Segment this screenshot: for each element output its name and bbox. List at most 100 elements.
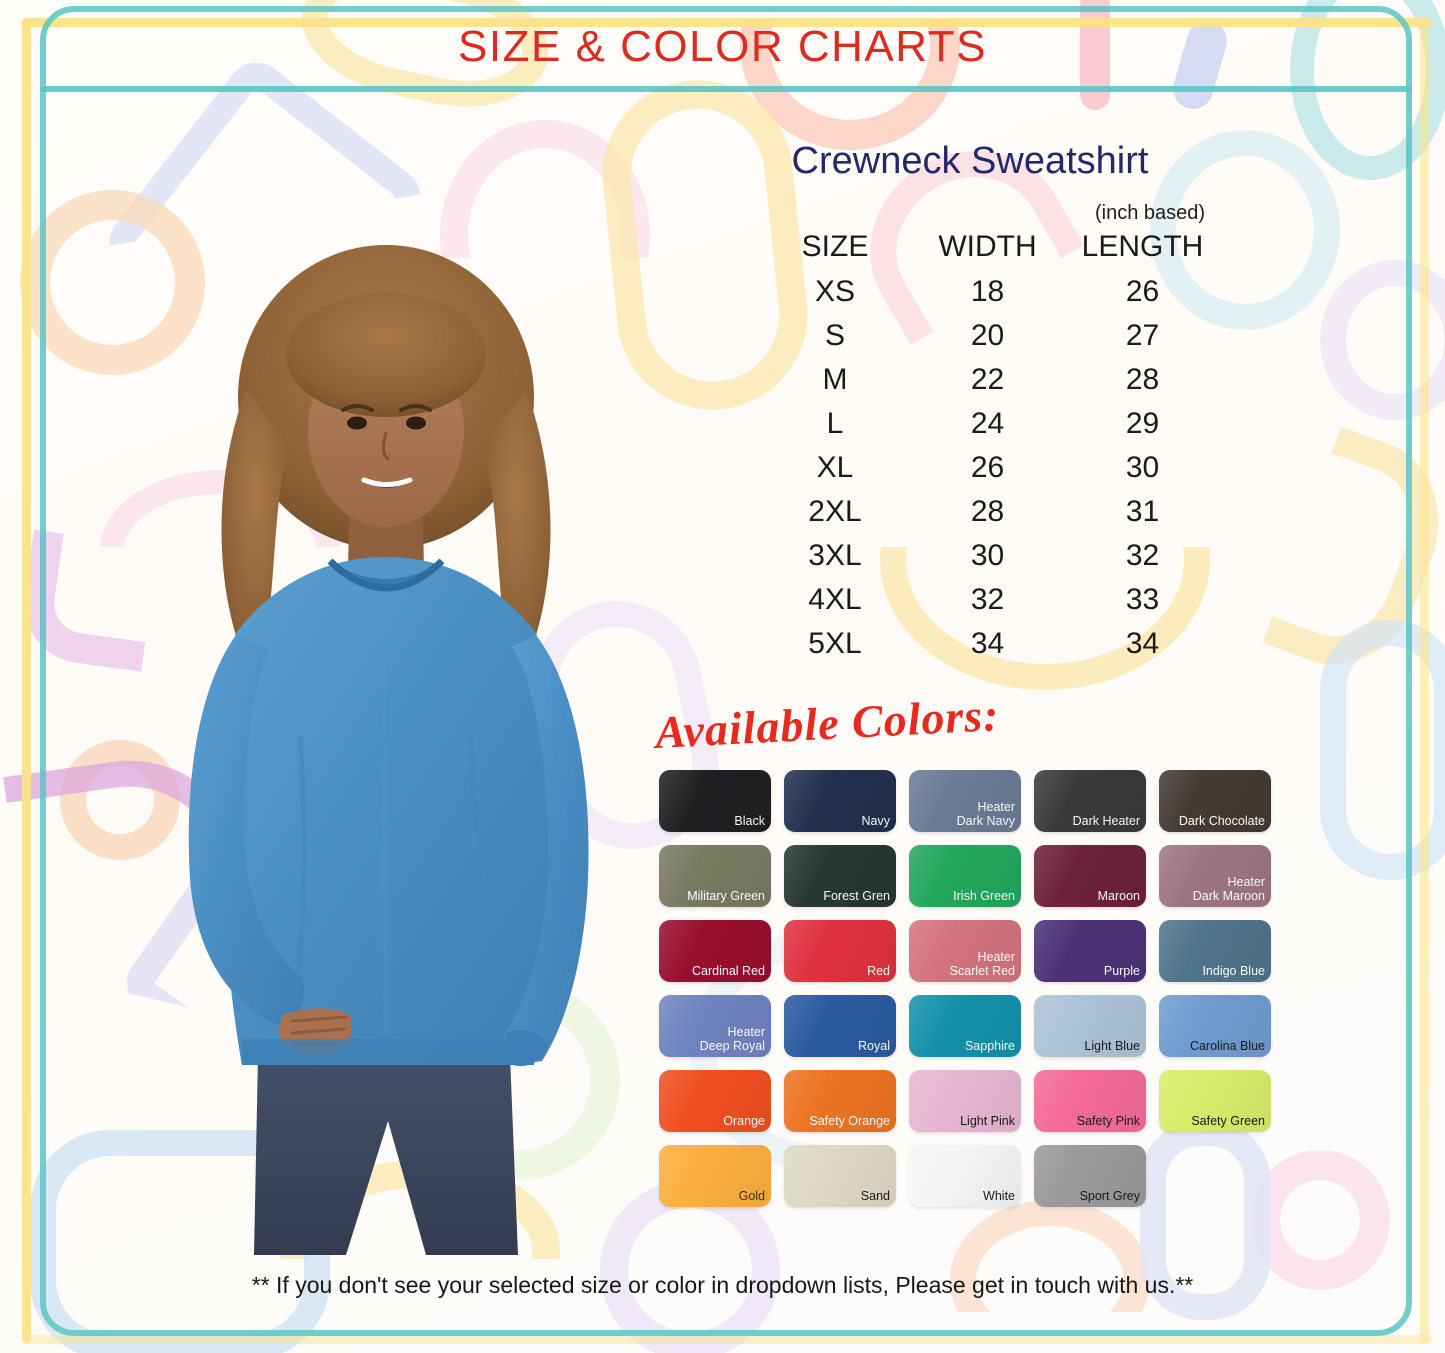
frame-border-bottom [22, 1335, 1432, 1344]
cell-width: 34 [970, 627, 1005, 660]
color-swatch-label: Cardinal Red [692, 964, 765, 978]
cell-size: M [822, 363, 848, 396]
color-swatch[interactable]: Indigo Blue [1159, 920, 1271, 982]
color-swatch[interactable]: Carolina Blue [1159, 995, 1271, 1057]
cell-width: 24 [970, 407, 1005, 440]
frame-border-right [1420, 18, 1429, 1343]
cell-width: 20 [970, 319, 1005, 352]
cell-width: 26 [970, 451, 1005, 484]
color-swatch-label: Dark Chocolate [1178, 814, 1265, 828]
color-swatch-label: Safety Orange [809, 1114, 890, 1128]
color-swatch-label: Heater Dark Navy [956, 800, 1015, 828]
table-row: XL 26 30 [760, 446, 1220, 490]
model-photo [150, 215, 630, 1255]
color-swatch[interactable]: Heater Dark Maroon [1159, 845, 1271, 907]
color-swatch[interactable]: Heater Scarlet Red [909, 920, 1021, 982]
color-swatch-label: Sapphire [964, 1039, 1015, 1053]
color-swatch-label: Royal [858, 1039, 890, 1053]
color-swatch-label: Indigo Blue [1202, 964, 1265, 978]
color-swatch[interactable]: White [909, 1145, 1021, 1207]
color-swatch-label: Purple [1103, 964, 1140, 978]
color-swatch[interactable]: Safety Green [1159, 1070, 1271, 1132]
color-swatch[interactable]: Black [659, 770, 771, 832]
color-swatch[interactable]: Forest Gren [784, 845, 896, 907]
color-swatch-label: Light Pink [960, 1114, 1015, 1128]
color-swatch[interactable]: Maroon [1034, 845, 1146, 907]
color-swatch[interactable]: Navy [784, 770, 896, 832]
color-swatch-label: Heater Dark Maroon [1192, 875, 1265, 903]
cell-size: S [824, 319, 845, 352]
color-swatch[interactable]: Red [784, 920, 896, 982]
cell-length: 32 [1125, 539, 1160, 572]
color-swatch[interactable]: Military Green [659, 845, 771, 907]
color-swatch[interactable]: Cardinal Red [659, 920, 771, 982]
column-header-length: LENGTH [1081, 230, 1204, 263]
table-row: S 20 27 [760, 314, 1220, 358]
color-swatch[interactable]: Safety Orange [784, 1070, 896, 1132]
color-swatch[interactable]: Purple [1034, 920, 1146, 982]
cell-width: 28 [970, 495, 1005, 528]
color-swatch-label: Sand [860, 1189, 890, 1203]
frame-border-left [22, 18, 31, 1343]
color-swatch-label: Forest Gren [823, 889, 890, 903]
cell-length: 29 [1125, 407, 1160, 440]
color-swatch[interactable]: Light Pink [909, 1070, 1021, 1132]
product-title: Crewneck Sweatshirt [791, 140, 1149, 182]
cell-length: 31 [1125, 495, 1160, 528]
color-swatch[interactable]: Orange [659, 1070, 771, 1132]
color-swatch-label: Safety Green [1191, 1114, 1265, 1128]
color-swatch[interactable]: Royal [784, 995, 896, 1057]
table-row: 3XL 30 32 [760, 534, 1220, 578]
model-photo-illustration [188, 245, 589, 1255]
color-swatch[interactable]: Sapphire [909, 995, 1021, 1057]
cell-length: 34 [1125, 627, 1160, 660]
color-swatch-label: Military Green [687, 889, 765, 903]
color-swatch-label: Maroon [1097, 889, 1140, 903]
cell-length: 26 [1125, 275, 1160, 308]
cell-size: 5XL [808, 627, 862, 660]
color-swatch[interactable]: Gold [659, 1145, 771, 1207]
color-swatch[interactable]: Sand [784, 1145, 896, 1207]
cell-length: 27 [1125, 319, 1160, 352]
footer-note: ** If you don't see your selected size o… [251, 1272, 1194, 1298]
column-header-size: SIZE [801, 230, 869, 263]
color-swatch-grid: Black Navy Heater Dark Navy Dark Heater Dark… [659, 770, 1279, 1207]
color-swatch-label: Sport Grey [1079, 1189, 1140, 1203]
column-header-width: WIDTH [938, 230, 1037, 263]
decor-shape-violet-ring [1320, 260, 1445, 420]
cell-width: 18 [970, 275, 1005, 308]
decor-shape-yellow-arc [1197, 403, 1445, 688]
color-swatch[interactable]: Irish Green [909, 845, 1021, 907]
color-swatch-label: Orange [723, 1114, 765, 1128]
color-swatch-label: Light Blue [1084, 1039, 1140, 1053]
header-divider [40, 86, 1412, 92]
color-swatch-label: Heater Deep Royal [699, 1025, 765, 1053]
color-swatch-label: Carolina Blue [1189, 1039, 1265, 1053]
cell-length: 30 [1125, 451, 1160, 484]
color-swatch-label: White [983, 1189, 1015, 1203]
cell-length: 33 [1125, 583, 1160, 616]
color-swatch-label: Navy [861, 814, 890, 828]
table-row: XS 18 26 [760, 270, 1220, 314]
color-swatch[interactable]: Heater Dark Navy [909, 770, 1021, 832]
cell-size: 4XL [808, 583, 862, 616]
table-row: 2XL 28 31 [760, 490, 1220, 534]
cell-size: XS [814, 275, 856, 308]
size-table-header-row: SIZE WIDTH LENGTH [760, 228, 1220, 270]
unit-note: (inch based) [1094, 202, 1206, 224]
color-swatch[interactable]: Light Blue [1034, 995, 1146, 1057]
table-row: M 22 28 [760, 358, 1220, 402]
color-swatch-label: Gold [738, 1189, 765, 1203]
color-swatch-label: Red [867, 964, 890, 978]
color-swatch[interactable]: Dark Chocolate [1159, 770, 1271, 832]
cell-size: 3XL [808, 539, 862, 572]
color-swatch[interactable]: Dark Heater [1034, 770, 1146, 832]
size-table: SIZE WIDTH LENGTH XS 18 26 S 20 27 M 22 28 L 24 29 X… [760, 228, 1220, 666]
cell-size: L [826, 407, 844, 440]
color-swatch[interactable]: Sport Grey [1034, 1145, 1146, 1207]
size-table-body: XS 18 26 S 20 27 M 22 28 L 24 29 XL 26 30 2XL 28 31 3XL 30 3… [760, 270, 1220, 666]
page-title: SIZE & COLOR CHARTS [458, 22, 987, 71]
color-swatch[interactable]: Safety Pink [1034, 1070, 1146, 1132]
color-swatch[interactable]: Heater Deep Royal [659, 995, 771, 1057]
color-swatch-label: Black [734, 814, 765, 828]
